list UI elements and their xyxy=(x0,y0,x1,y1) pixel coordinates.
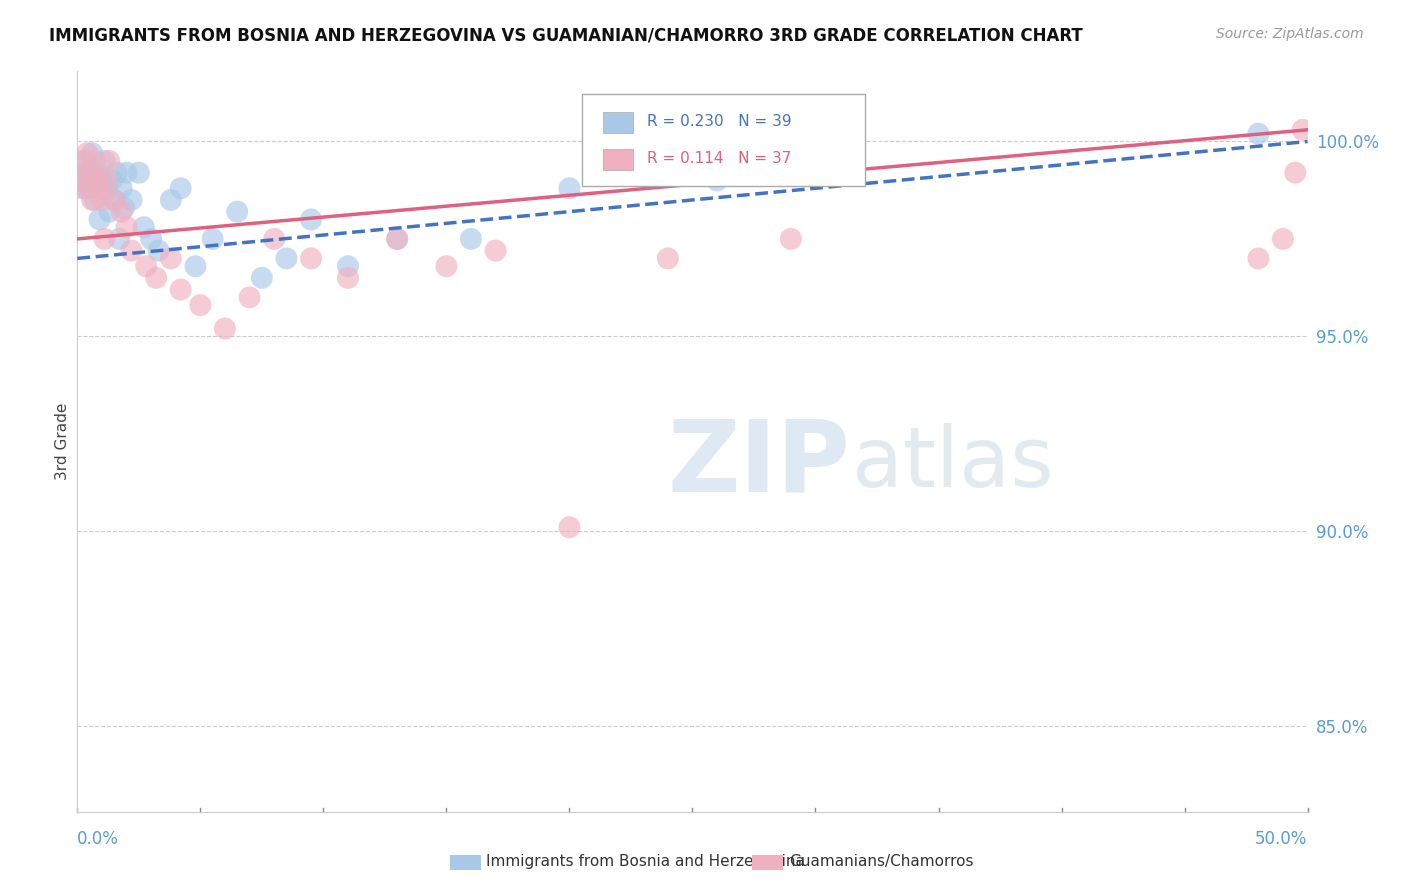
Point xyxy=(170,283,193,297)
Point xyxy=(226,204,249,219)
Point xyxy=(337,259,360,273)
Text: Immigrants from Bosnia and Herzegovina: Immigrants from Bosnia and Herzegovina xyxy=(486,855,806,869)
Point xyxy=(96,181,118,195)
Text: atlas: atlas xyxy=(852,423,1054,504)
Point xyxy=(780,232,803,246)
Point xyxy=(93,153,115,168)
Point xyxy=(115,166,138,180)
Point xyxy=(160,252,183,266)
Point xyxy=(90,193,114,207)
Point xyxy=(385,232,409,246)
Point xyxy=(160,193,183,207)
Text: 50.0%: 50.0% xyxy=(1256,830,1308,848)
Point xyxy=(299,252,322,266)
Point xyxy=(250,271,273,285)
Point xyxy=(103,193,125,207)
Text: Source: ZipAtlas.com: Source: ZipAtlas.com xyxy=(1216,27,1364,41)
Point xyxy=(1247,252,1270,266)
Y-axis label: 3rd Grade: 3rd Grade xyxy=(55,403,70,480)
Point xyxy=(83,153,105,168)
Point xyxy=(83,193,105,207)
Point xyxy=(436,259,458,273)
Point xyxy=(98,153,121,168)
Point xyxy=(82,193,104,207)
Point xyxy=(558,520,581,534)
Point xyxy=(1284,166,1306,180)
Point xyxy=(79,181,101,195)
Point xyxy=(184,259,207,273)
Point xyxy=(112,201,135,215)
Point xyxy=(132,220,155,235)
Point xyxy=(103,193,125,207)
Point xyxy=(82,146,104,161)
Point xyxy=(121,193,143,207)
Point xyxy=(101,173,124,187)
FancyBboxPatch shape xyxy=(603,149,634,169)
Point xyxy=(105,166,128,180)
Point xyxy=(485,244,508,258)
Point xyxy=(201,232,224,246)
Point xyxy=(276,252,298,266)
Point xyxy=(86,173,108,187)
Point xyxy=(214,321,236,335)
Point xyxy=(86,166,108,180)
Point xyxy=(460,232,482,246)
Point xyxy=(170,181,193,195)
Point xyxy=(263,232,285,246)
Point xyxy=(73,181,96,195)
Point xyxy=(93,232,115,246)
FancyBboxPatch shape xyxy=(603,112,634,133)
Text: ZIP: ZIP xyxy=(668,416,851,512)
Point xyxy=(706,173,728,187)
Text: R = 0.230   N = 39: R = 0.230 N = 39 xyxy=(647,114,792,129)
Point xyxy=(337,271,360,285)
Point xyxy=(128,166,150,180)
Point xyxy=(89,181,111,195)
Point xyxy=(385,232,409,246)
Point xyxy=(299,212,322,227)
Point xyxy=(70,181,93,195)
Point xyxy=(188,298,212,312)
Point xyxy=(108,232,131,246)
Point xyxy=(1247,127,1270,141)
Point xyxy=(558,181,581,195)
Point xyxy=(69,173,91,187)
Text: Guamanians/Chamorros: Guamanians/Chamorros xyxy=(789,855,973,869)
Point xyxy=(98,204,121,219)
Point xyxy=(115,220,138,235)
Point xyxy=(111,181,132,195)
Point xyxy=(89,212,111,227)
Text: R = 0.114   N = 37: R = 0.114 N = 37 xyxy=(647,152,792,166)
Point xyxy=(96,173,118,187)
Point xyxy=(90,173,114,187)
Point xyxy=(121,244,143,258)
Point xyxy=(73,153,96,168)
Point xyxy=(111,204,132,219)
Point xyxy=(69,153,91,168)
Point xyxy=(145,271,167,285)
Text: IMMIGRANTS FROM BOSNIA AND HERZEGOVINA VS GUAMANIAN/CHAMORRO 3RD GRADE CORRELATI: IMMIGRANTS FROM BOSNIA AND HERZEGOVINA V… xyxy=(49,27,1083,45)
Point xyxy=(135,259,157,273)
Point xyxy=(76,146,98,161)
Point xyxy=(239,290,262,304)
FancyBboxPatch shape xyxy=(582,94,865,186)
Point xyxy=(657,252,679,266)
Point xyxy=(148,244,170,258)
Point xyxy=(76,166,98,180)
Point xyxy=(79,166,101,180)
Point xyxy=(70,173,93,187)
Point xyxy=(1292,123,1315,137)
Point xyxy=(141,232,163,246)
Text: 0.0%: 0.0% xyxy=(77,830,120,848)
Point xyxy=(1272,232,1295,246)
